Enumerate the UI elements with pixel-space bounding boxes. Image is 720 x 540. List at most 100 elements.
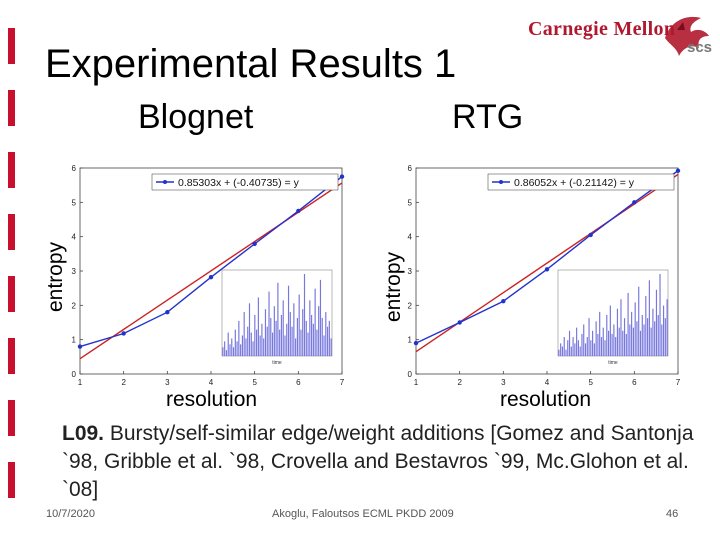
data-point <box>632 200 637 205</box>
inset-bar <box>275 320 277 356</box>
inset-bar <box>652 308 654 356</box>
inset-bar <box>231 338 233 356</box>
inset-bar <box>298 294 300 356</box>
inset-bar <box>287 285 290 356</box>
y-tick-label: 0 <box>72 370 77 379</box>
y-axis-label-left: entropy <box>44 241 67 312</box>
data-point <box>252 241 257 247</box>
data-point <box>77 344 83 349</box>
x-tick-label: 7 <box>340 378 345 387</box>
data-point <box>413 340 419 346</box>
inset-bar <box>613 324 615 356</box>
inset-bar <box>565 349 567 356</box>
inset-bar <box>238 320 240 356</box>
y-axis-label-right: entropy <box>382 251 405 322</box>
inset-bar <box>328 320 330 356</box>
footer-date: 10/7/2020 <box>46 508 95 520</box>
inset-bar <box>606 315 608 356</box>
inset-bar <box>600 337 603 356</box>
inset-bar <box>257 297 259 356</box>
inset-bar <box>584 343 587 356</box>
inset-bar <box>254 315 256 356</box>
inset-bar <box>615 337 617 356</box>
inset-bar <box>568 330 571 356</box>
x-tick-label: 5 <box>588 378 593 387</box>
inset-bar <box>659 274 661 356</box>
x-tick-label: 6 <box>296 378 301 387</box>
body-citation-text: Bursty/self-similar edge/weight addition… <box>62 422 694 501</box>
inset-bar <box>222 347 224 356</box>
legend-label: 0.85303x + (-0.40735) = y <box>178 177 300 189</box>
accent-segment <box>8 276 15 312</box>
inset-bar <box>595 321 597 356</box>
y-tick-label: 4 <box>72 233 77 242</box>
inset-bar <box>277 282 279 356</box>
y-tick-label: 4 <box>408 233 413 242</box>
inset-bar <box>567 340 569 356</box>
inset-bar <box>247 326 249 356</box>
inset-bar <box>227 332 229 356</box>
y-tick-label: 2 <box>408 301 413 310</box>
inset-bar <box>314 288 316 356</box>
inset-bar <box>293 303 295 356</box>
inset-bar <box>572 337 574 356</box>
inset-bar <box>592 330 594 356</box>
inset-bar <box>309 300 311 356</box>
inset-bar <box>583 324 585 356</box>
inset-bar <box>236 341 238 356</box>
x-tick-label: 7 <box>676 378 681 387</box>
inset-bar <box>636 321 638 356</box>
inset-bar <box>284 335 286 356</box>
inset-bar <box>643 324 645 356</box>
inset-bar <box>259 335 261 356</box>
body-lead: L09. <box>62 422 105 445</box>
inset-bar <box>312 323 314 356</box>
inset-bar <box>232 347 235 356</box>
legend-box <box>487 173 675 191</box>
inset-bar <box>321 317 323 356</box>
inset-bar <box>240 344 242 356</box>
inset-bar <box>607 330 610 356</box>
inset-bar <box>639 330 642 356</box>
inset-bar <box>597 333 599 356</box>
inset-bar <box>666 299 668 356</box>
inset-bar <box>279 329 281 356</box>
x-tick-label: 2 <box>457 378 462 387</box>
inset-bar <box>618 327 620 356</box>
inset-bar <box>620 299 622 356</box>
inset-bar <box>579 346 581 356</box>
inset-bar <box>291 326 293 356</box>
y-tick-label: 2 <box>72 301 77 310</box>
inset-bar <box>588 318 590 356</box>
inset-bar <box>271 332 274 356</box>
inset-bar <box>286 323 288 356</box>
y-tick-label: 5 <box>72 198 77 207</box>
inset-bar <box>654 321 656 356</box>
inset-bar <box>574 343 576 356</box>
inset-bar <box>264 309 267 356</box>
inset-bar <box>609 305 611 356</box>
x-axis-label-right: resolution <box>500 388 592 411</box>
inset-bar <box>664 318 666 356</box>
inset-bar <box>632 327 634 356</box>
inset-bar <box>561 346 564 356</box>
y-tick-label: 0 <box>408 370 413 379</box>
x-tick-label: 3 <box>165 378 170 387</box>
x-tick-label: 4 <box>209 378 214 387</box>
inset-bar <box>602 327 604 356</box>
inset-bar <box>224 341 226 356</box>
inset-bar <box>229 344 231 356</box>
data-point <box>296 208 301 214</box>
slide-title: Experimental Results 1 <box>45 42 457 86</box>
page-number: 46 <box>666 508 679 520</box>
inset-bar <box>318 306 320 356</box>
dragon-icon: scs <box>665 16 712 57</box>
inset-bar <box>234 329 236 356</box>
subtitle-rtg: RTG <box>452 98 524 136</box>
inset-bar <box>662 305 665 356</box>
accent-segment <box>8 400 15 436</box>
inset-bar <box>243 312 245 356</box>
legend-marker <box>163 180 167 184</box>
